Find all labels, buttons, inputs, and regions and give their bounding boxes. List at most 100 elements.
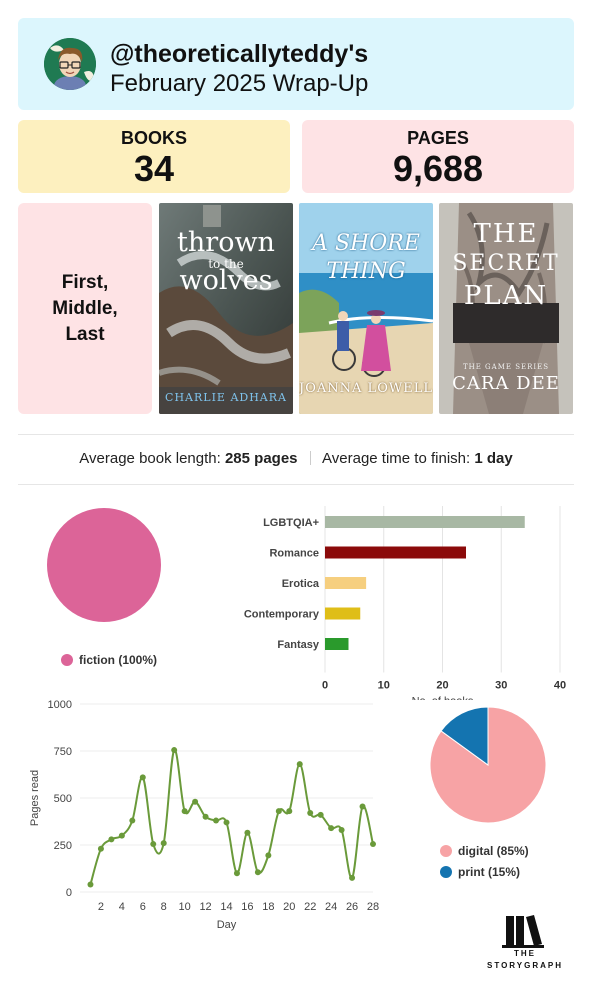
x-tick-label: 26 — [346, 901, 358, 913]
x-tick-label: 18 — [262, 901, 274, 913]
data-point — [338, 826, 345, 833]
x-tick-label: 10 — [179, 901, 191, 913]
pages-stat-card: PAGES 9,688 — [302, 120, 574, 193]
x-tick-label: 8 — [161, 901, 167, 913]
y-tick-label: 1000 — [48, 699, 72, 711]
data-point — [265, 852, 272, 859]
data-point — [349, 874, 356, 881]
data-point — [87, 881, 94, 888]
legend-dot — [440, 845, 452, 857]
data-point — [192, 798, 199, 805]
fiction-pie-chart — [47, 508, 161, 622]
data-point — [108, 836, 115, 843]
x-axis-title: Day — [217, 919, 237, 931]
username-handle[interactable]: @theoreticallyteddy's — [110, 40, 369, 68]
cover-series: THE GAME SERIES — [462, 363, 550, 371]
format-pie-chart — [429, 706, 547, 824]
avatar[interactable] — [44, 38, 96, 90]
y-tick-label: 750 — [54, 746, 72, 758]
genre-bar-chart: 0 10 20 30 40 LGBTQIA+ Romance Erotica Contempor… — [244, 506, 566, 700]
y-tick-label: 500 — [54, 793, 72, 805]
separator — [309, 451, 311, 465]
data-point — [359, 803, 366, 810]
data-point — [317, 811, 324, 818]
fiction-legend[interactable]: fiction (100%) — [61, 653, 157, 667]
x-tick-label: 4 — [119, 901, 125, 913]
x-tick-label: 20 — [436, 680, 448, 692]
book-cover-last[interactable]: THE SECRET PLAN THE GAME SERIES CARA DEE — [439, 203, 573, 414]
data-point — [370, 841, 376, 848]
wrapup-header: @theoreticallyteddy's February 2025 Wrap… — [18, 18, 574, 110]
x-tick-label: 20 — [283, 901, 295, 913]
y-tick-label: 0 — [66, 887, 72, 899]
x-tick-label: 28 — [367, 901, 379, 913]
cover-title-line: thrown — [177, 227, 275, 258]
x-tick-label: 14 — [220, 901, 232, 913]
storygraph-logo[interactable]: THE STORYGRAPH — [480, 912, 570, 974]
cover-title-line: to the — [208, 257, 244, 271]
x-tick-label: 22 — [304, 901, 316, 913]
x-tick-label: 6 — [140, 901, 146, 913]
books-value: 34 — [133, 148, 175, 189]
cover-title-line: wolves — [179, 265, 273, 296]
digital-legend-label: digital (85%) — [458, 844, 529, 858]
cover-author: CARA DEE — [452, 373, 560, 394]
divider — [18, 434, 574, 435]
cover-title-line: A SHORE — [312, 231, 420, 256]
cover-title-line: PLAN — [463, 281, 549, 311]
bar-erotica — [325, 577, 367, 589]
first-middle-last-label: First, Middle, Last — [52, 271, 118, 345]
category-label: LGBTQIA+ — [263, 517, 319, 529]
data-point — [160, 840, 167, 847]
data-point — [286, 808, 293, 815]
cover-title-line: SECRET — [452, 251, 560, 276]
category-label: Fantasy — [277, 639, 319, 651]
averages-line: Average book length: 285 pages Average t… — [18, 450, 574, 467]
bar-fantasy — [325, 638, 349, 650]
books-label: BOOKS — [120, 128, 187, 148]
print-legend-label: print (15%) — [458, 865, 521, 879]
data-point — [181, 808, 188, 815]
category-label: Romance — [269, 548, 319, 560]
data-point — [275, 808, 282, 815]
data-point — [223, 819, 230, 826]
data-point — [307, 810, 314, 817]
data-point — [213, 817, 220, 824]
x-tick-label: 16 — [241, 901, 253, 913]
x-tick-label: 30 — [495, 680, 507, 692]
digital-legend[interactable]: digital (85%) — [440, 844, 529, 858]
book-cover-middle[interactable]: A SHORE THING JOANNA LOWELL — [299, 203, 433, 414]
book-cover-first[interactable]: thrown to the wolves CHARLIE ADHARA — [159, 203, 293, 414]
data-point — [328, 825, 335, 832]
x-tick-label: 0 — [322, 680, 328, 692]
cover-author: JOANNA LOWELL — [299, 381, 433, 396]
pages-read-line — [89, 749, 374, 885]
cover-author: CHARLIE ADHARA — [165, 391, 287, 404]
avg-length-label: Average book length: — [79, 450, 221, 467]
y-axis-title: Pages read — [29, 770, 41, 826]
cover-title-line: THE — [473, 219, 539, 249]
data-point — [118, 832, 125, 839]
data-point — [150, 841, 157, 848]
bar-contemporary — [325, 607, 361, 620]
x-tick-label: 10 — [378, 680, 390, 692]
pie-slice-print — [440, 706, 489, 766]
x-tick-label: 12 — [199, 901, 211, 913]
logo-line2: STORYGRAPH — [486, 961, 563, 970]
legend-dot — [440, 866, 452, 878]
data-point — [171, 747, 178, 754]
bar-romance — [325, 546, 466, 559]
data-point — [129, 817, 136, 824]
pages-label: PAGES — [407, 128, 469, 148]
page-title: February 2025 Wrap-Up — [110, 70, 369, 97]
data-point — [97, 845, 104, 852]
avg-time-value: 1 day — [474, 450, 513, 467]
data-point — [296, 761, 303, 768]
cover-title-line: THING — [326, 259, 406, 284]
data-point — [233, 870, 240, 877]
data-point — [254, 869, 261, 876]
print-legend[interactable]: print (15%) — [440, 865, 520, 879]
data-point — [139, 774, 146, 781]
divider — [18, 484, 574, 485]
